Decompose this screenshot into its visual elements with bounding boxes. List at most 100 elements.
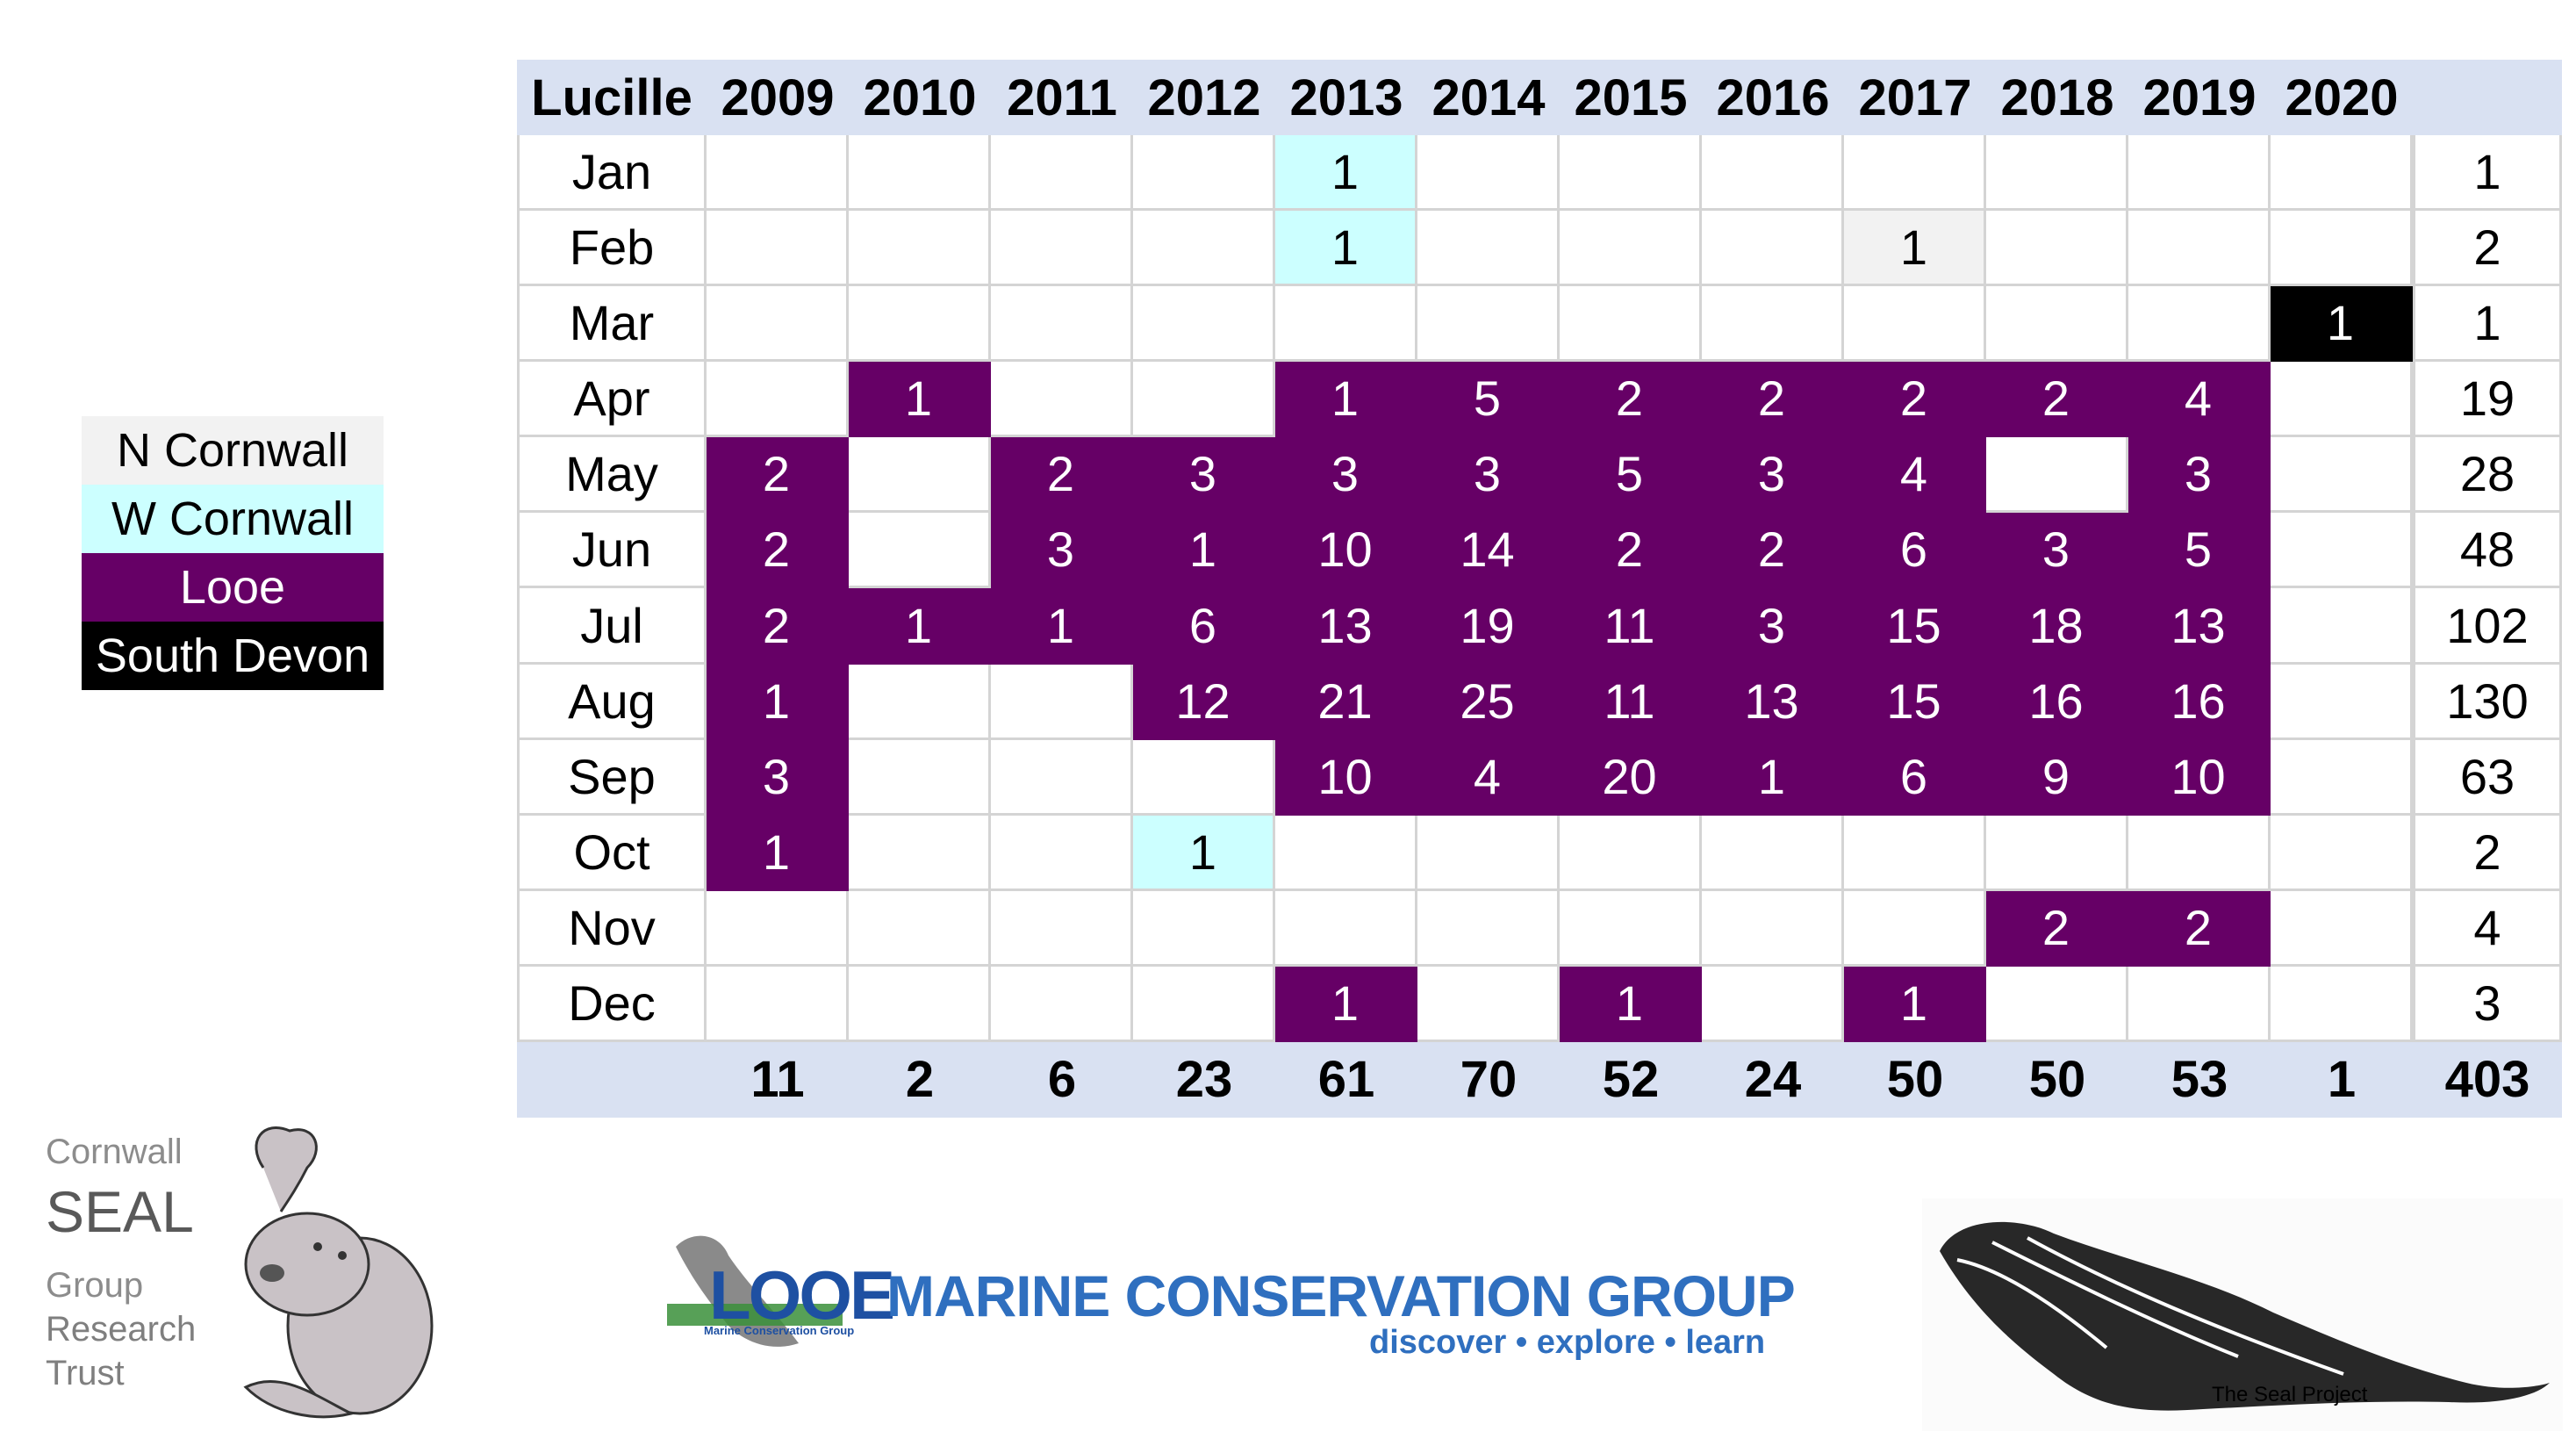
table-cell: 2 — [1986, 362, 2128, 438]
table-cell: 1 — [1844, 211, 1986, 287]
looe-wordmark: LOOE — [709, 1256, 895, 1334]
month-total: 28 — [2413, 437, 2562, 514]
table-cell — [2128, 286, 2271, 363]
year-total: 50 — [1844, 1041, 1986, 1118]
table-cell: 3 — [707, 739, 849, 816]
table-cell: 2 — [1702, 362, 1844, 438]
table-cell: 1 — [1275, 966, 1417, 1042]
table-cell: 11 — [1560, 664, 1702, 740]
table-cell — [707, 211, 849, 287]
table-cell — [707, 966, 849, 1042]
year-total: 53 — [2128, 1041, 2271, 1118]
table-cell — [1133, 966, 1275, 1042]
table-cell: 1 — [849, 588, 991, 665]
table-cell: 1 — [991, 588, 1133, 665]
table-cell — [707, 362, 849, 438]
table-cell: 1 — [707, 664, 849, 740]
table-cell: 13 — [2128, 588, 2271, 665]
table-cell: 1 — [1702, 739, 1844, 816]
table-cell: 5 — [1417, 362, 1560, 438]
month-total: 4 — [2413, 890, 2562, 967]
table-cell — [2128, 135, 2271, 212]
table-cell — [991, 739, 1133, 816]
table-cell — [2128, 815, 2271, 891]
legend-item-s: South Devon — [82, 622, 384, 690]
table-cell: 4 — [1844, 437, 1986, 514]
table-cell — [1986, 135, 2128, 212]
year-total: 1 — [2271, 1041, 2413, 1118]
table-cell: 4 — [2128, 362, 2271, 438]
year-total: 70 — [1417, 1041, 1560, 1118]
table-cell — [2271, 815, 2413, 891]
table-cell: 4 — [1417, 739, 1560, 816]
table-cell — [1560, 135, 1702, 212]
table-cell — [1417, 890, 1560, 967]
table-cell: 3 — [1702, 588, 1844, 665]
year-total: 24 — [1702, 1041, 1844, 1118]
seal-sketch-icon — [1940, 1221, 2550, 1411]
table-cell: 6 — [1844, 513, 1986, 589]
table-cell — [1417, 815, 1560, 891]
table-cell: 12 — [1133, 664, 1275, 740]
table-cell: 1 — [2271, 286, 2413, 363]
table-cell: 5 — [1560, 437, 1702, 514]
table-cell — [2271, 966, 2413, 1042]
table-cell: 14 — [1417, 513, 1560, 589]
table-cell — [1275, 890, 1417, 967]
table-cell: 16 — [2128, 664, 2271, 740]
table-cell: 1 — [1133, 513, 1275, 589]
looe-group-name: MARINE CONSERVATION GROUP — [886, 1263, 1796, 1328]
table-cell — [1702, 286, 1844, 363]
month-label: Aug — [517, 664, 707, 740]
table-cell: 18 — [1986, 588, 2128, 665]
year-total: 50 — [1986, 1041, 2128, 1118]
table-cell — [1133, 362, 1275, 438]
month-label: Jul — [517, 588, 707, 665]
table-cell: 10 — [1275, 513, 1417, 589]
table-cell — [1560, 890, 1702, 967]
table-cell — [1986, 437, 2128, 514]
table-cell: 13 — [1702, 664, 1844, 740]
table-cell: 3 — [1417, 437, 1560, 514]
table-cell: 10 — [2128, 739, 2271, 816]
table-cell — [1560, 211, 1702, 287]
table-cell: 3 — [1275, 437, 1417, 514]
month-label: Mar — [517, 286, 707, 363]
table-cell — [2271, 211, 2413, 287]
table-cell — [849, 815, 991, 891]
table-cell — [1986, 211, 2128, 287]
legend-item-w: W Cornwall — [82, 485, 384, 553]
table-cell — [1417, 966, 1560, 1042]
table-cell — [1417, 135, 1560, 212]
table-cell: 6 — [1133, 588, 1275, 665]
table-cell — [991, 362, 1133, 438]
footer-spacer — [517, 1041, 707, 1118]
table-cell: 3 — [1702, 437, 1844, 514]
table-cell — [1986, 815, 2128, 891]
region-legend: N Cornwall W Cornwall Looe South Devon — [82, 416, 384, 690]
table-cell: 20 — [1560, 739, 1702, 816]
month-total: 2 — [2413, 211, 2562, 287]
table-cell — [991, 815, 1133, 891]
month-total: 48 — [2413, 513, 2562, 589]
month-label: Feb — [517, 211, 707, 287]
table-cell — [1986, 286, 2128, 363]
sightings-table: Lucille 2009 2010 2011 2012 2013 2014 2015 2016 2… — [517, 60, 2562, 1118]
month-label: Jan — [517, 135, 707, 212]
table-cell: 10 — [1275, 739, 1417, 816]
year-header: 2017 — [1844, 60, 1986, 136]
seal-project-caption: The Seal Project — [2212, 1383, 2368, 1406]
month-label: May — [517, 437, 707, 514]
table-cell: 2 — [707, 437, 849, 514]
month-total: 1 — [2413, 286, 2562, 363]
table-cell — [849, 890, 991, 967]
year-header: 2010 — [849, 60, 991, 136]
logo-text-cornwall: Cornwall — [46, 1133, 183, 1171]
table-cell — [849, 739, 991, 816]
table-cell — [1844, 890, 1986, 967]
table-cell: 1 — [849, 362, 991, 438]
table-cell: 5 — [2128, 513, 2271, 589]
table-cell: 1 — [1275, 135, 1417, 212]
year-header: 2014 — [1417, 60, 1560, 136]
total-header — [2413, 60, 2562, 136]
